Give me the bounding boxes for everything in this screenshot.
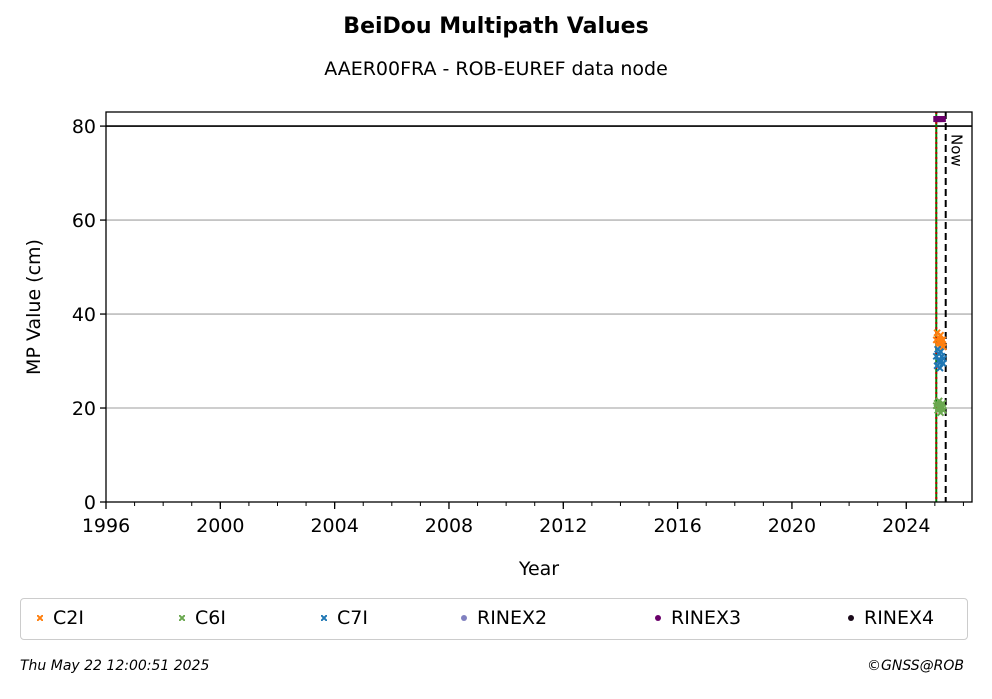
chart-subtitle: AAER00FRA - ROB-EUREF data node bbox=[324, 58, 668, 80]
point-c6i bbox=[939, 406, 948, 415]
x-tick-label: 2012 bbox=[539, 515, 587, 537]
legend-marker-rinex4 bbox=[848, 615, 854, 621]
x-tick-label: 2016 bbox=[653, 515, 701, 537]
legend-item-rinex4: RINEX4 bbox=[848, 607, 934, 629]
point-c7i bbox=[936, 364, 944, 372]
legend-item-rinex2: RINEX2 bbox=[461, 607, 547, 629]
legend-marker-c6i bbox=[179, 615, 185, 621]
x-tick-label: 2000 bbox=[196, 515, 244, 537]
x-tick-label: 2004 bbox=[310, 515, 358, 537]
legend-label-rinex2: RINEX2 bbox=[477, 607, 548, 629]
legend-marker-rinex3 bbox=[655, 615, 661, 621]
legend-item-c2i: C2I bbox=[37, 607, 84, 629]
now-label: Now bbox=[948, 134, 966, 167]
legend-item-rinex3: RINEX3 bbox=[655, 607, 741, 629]
point-c2i bbox=[939, 336, 947, 344]
plot-frame bbox=[105, 111, 973, 503]
legend-label-c2i: C2I bbox=[53, 607, 84, 629]
x-axis-label: Year bbox=[518, 558, 559, 580]
y-tick-label: 40 bbox=[72, 304, 96, 326]
x-tick-label: 1996 bbox=[82, 515, 130, 537]
legend-marker-c2i bbox=[37, 615, 43, 621]
legend-label-rinex3: RINEX3 bbox=[671, 607, 742, 629]
legend-marker-rinex2 bbox=[461, 615, 467, 621]
x-tick-label: 2008 bbox=[425, 515, 473, 537]
x-tick-label: 2024 bbox=[882, 515, 930, 537]
legend: C2I C6I C7I RINEX2 RINEX3 RINEX4 bbox=[20, 598, 968, 640]
chart-title: BeiDou Multipath Values bbox=[343, 14, 649, 39]
legend-item-c6i: C6I bbox=[179, 607, 226, 629]
point-c7i bbox=[936, 347, 945, 356]
point-c2i bbox=[936, 331, 945, 339]
y-axis-label: MP Value (cm) bbox=[23, 239, 45, 375]
y-tick-label: 20 bbox=[72, 398, 96, 420]
point-rinex3 bbox=[939, 116, 946, 123]
footer-timestamp: Thu May 22 12:00:51 2025 bbox=[20, 658, 210, 674]
point-c2i bbox=[939, 343, 948, 351]
footer-credit: ©GNSS@ROB bbox=[867, 658, 964, 674]
legend-label-rinex4: RINEX4 bbox=[864, 607, 935, 629]
y-tick-label: 0 bbox=[84, 492, 96, 514]
legend-item-c7i: C7I bbox=[321, 607, 368, 629]
x-tick-label: 2020 bbox=[768, 515, 816, 537]
legend-label-c6i: C6I bbox=[195, 607, 226, 629]
y-tick-label: 80 bbox=[72, 116, 96, 138]
y-tick-label: 60 bbox=[72, 210, 96, 232]
legend-label-c7i: C7I bbox=[337, 607, 368, 629]
legend-marker-c7i bbox=[321, 615, 327, 621]
point-c7i bbox=[939, 354, 948, 363]
point-c6i bbox=[939, 399, 947, 408]
